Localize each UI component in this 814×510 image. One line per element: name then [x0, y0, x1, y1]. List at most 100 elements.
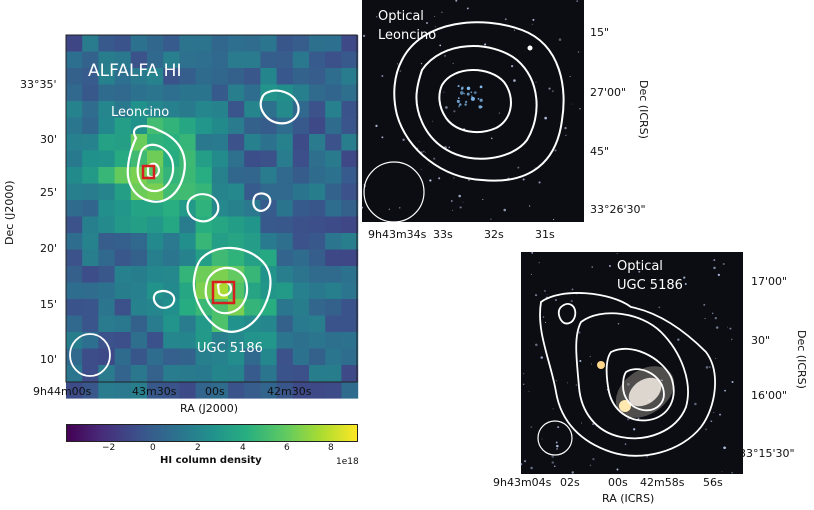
star-point [441, 11, 443, 13]
hi-map-pixel [292, 51, 310, 69]
hi-map-pixel [292, 282, 310, 300]
star-point [579, 359, 582, 362]
hi-map-pixel [179, 282, 197, 300]
hi-map-pixel [163, 101, 180, 119]
hi-map-pixel [130, 35, 148, 53]
star-point [433, 157, 436, 160]
hi-map-pixel [341, 101, 359, 119]
star-point [592, 458, 595, 461]
hi-map-pixel [98, 365, 116, 383]
hi-map-pixel [98, 332, 116, 350]
hi-map-pixel [276, 167, 294, 185]
star-point [589, 464, 592, 467]
star-point [450, 200, 453, 202]
star-point [548, 87, 551, 90]
leoncino-star-cluster [470, 95, 473, 98]
star-point [567, 382, 569, 384]
star-point [443, 91, 445, 93]
hi-map-pixel [195, 348, 213, 366]
star-point [376, 16, 378, 18]
leoncino-star-cluster [457, 85, 460, 88]
hi-map-pixel [276, 134, 294, 152]
hi-map-pixel [147, 365, 164, 383]
hi-map-pixel [211, 134, 229, 152]
hi-map-pixel [82, 134, 99, 152]
hi-map-pixel [325, 117, 342, 135]
hi-map-pixel [163, 51, 180, 69]
star-point [522, 383, 525, 386]
star-point [616, 253, 618, 255]
hi-map-pixel [211, 51, 229, 69]
star-point [575, 384, 578, 386]
hi-map-pixel [179, 84, 197, 102]
star-point [482, 198, 484, 201]
hi-map-pixel [195, 35, 213, 53]
leoncino-star-cluster [479, 85, 483, 89]
hi-map-pixel [325, 84, 342, 102]
leoncino-star-cluster [458, 103, 462, 106]
hi-map-pixel [66, 233, 83, 251]
hi-map-pixel [82, 35, 99, 53]
hi-map-pixel [292, 266, 310, 284]
star-point [646, 455, 649, 458]
hi-map-pixel [260, 35, 278, 53]
star-point [399, 70, 402, 72]
star-point [490, 137, 493, 140]
hi-map-pixel [244, 200, 261, 218]
hi-contour [192, 246, 272, 333]
hi-map-pixel [292, 216, 310, 234]
star-point [546, 294, 548, 296]
star-point [658, 306, 661, 309]
opt-bot-y-label: Dec (ICRS) [795, 330, 808, 389]
hi-map-pixel [341, 216, 359, 234]
hi-map-pixel [98, 68, 116, 86]
hi-map-pixel [309, 299, 326, 317]
optical-contour [557, 303, 577, 325]
hi-map-pixel [147, 68, 164, 86]
hi-map-pixel [211, 200, 229, 218]
hi-map-pixel [66, 249, 83, 267]
opt-top-y-tick: 27'00" [590, 86, 627, 99]
hi-map-pixel [309, 68, 326, 86]
hi-map-pixel [163, 183, 180, 201]
hi-map-pixel [179, 381, 197, 399]
star-point [398, 206, 401, 209]
colorbar-tick: 2 [195, 443, 201, 453]
hi-map-pixel [276, 249, 294, 267]
hi-map-pixel [130, 266, 148, 284]
hi-map-pixel [276, 68, 294, 86]
hi-map-pixel [211, 249, 229, 267]
star-point [425, 21, 428, 24]
hi-map-pixel [341, 381, 359, 399]
hi-map-pixel [292, 101, 310, 119]
hi-map-pixel [98, 117, 116, 135]
hi-y-tick: 30' [40, 133, 58, 146]
hi-map-pixel [309, 200, 326, 218]
galaxy-core [628, 377, 662, 407]
star-point [432, 120, 434, 122]
hi-map-pixel [82, 381, 99, 399]
hi-map-pixel [244, 282, 261, 300]
hi-map-pixel [98, 167, 116, 185]
hi-map-pixel [163, 35, 180, 53]
hi-map-pixel [228, 365, 245, 383]
hi-map-pixel [179, 68, 197, 86]
hi-map-pixel [244, 84, 261, 102]
hi-map-pixel [292, 68, 310, 86]
hi-map-pixel [309, 51, 326, 69]
hi-map-pixel [211, 150, 229, 168]
hi-contour [146, 162, 161, 179]
star-point [590, 363, 592, 365]
hi-map-pixel [244, 365, 261, 383]
hi-map-pixel [98, 249, 116, 267]
hi-map-pixel [309, 315, 326, 333]
star-point [638, 270, 641, 273]
hi-map-pixel [98, 84, 116, 102]
hi-map-pixel [179, 101, 197, 119]
hi-map-pixel [66, 101, 83, 119]
hi-x-tick: 9h44m00s [33, 385, 92, 398]
star-point [528, 205, 531, 207]
star-point [713, 412, 715, 414]
hi-map-pixel [82, 348, 99, 366]
hi-map-pixel [309, 183, 326, 201]
